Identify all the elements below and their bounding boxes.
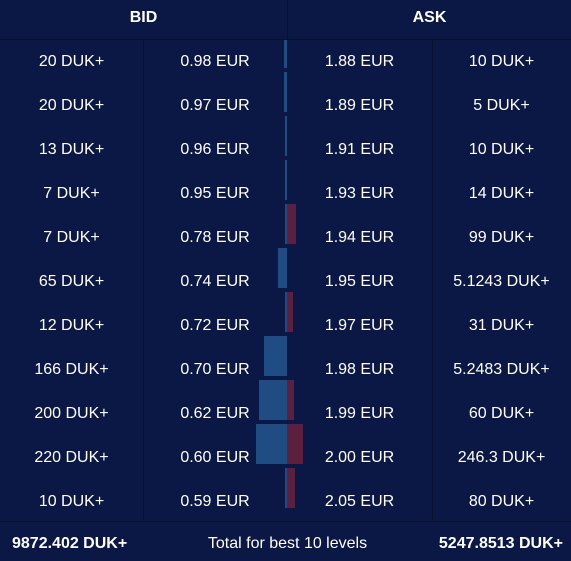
bid-depth-bar	[278, 248, 287, 288]
ask-price: 1.95 EUR	[324, 273, 395, 290]
bid-depth-bar	[285, 204, 287, 244]
bid-price: 0.97 EUR	[180, 97, 250, 114]
bid-quantity: 20 DUK+	[38, 53, 105, 70]
order-book-row: 20 DUK+ 0.97 EUR 1.89 EUR 5 DUK+	[0, 70, 571, 114]
ask-column-header: ASK	[287, 0, 571, 40]
bid-quantity: 20 DUK+	[38, 97, 105, 114]
ask-depth-bar	[287, 424, 303, 464]
order-book: 20 DUK+ 0.98 EUR 1.88 EUR 10 DUK+ 20 DUK+ 0.9…	[0, 40, 571, 520]
bid-quantity: 10 DUK+	[38, 493, 105, 510]
bid-price: 0.72 EUR	[180, 317, 250, 334]
column-divider	[143, 40, 144, 520]
order-book-row: 7 DUK+ 0.95 EUR 1.93 EUR 14 DUK+	[0, 158, 571, 202]
ask-depth-bar	[287, 292, 293, 332]
bid-depth-bar	[285, 468, 287, 508]
bid-depth-bar	[285, 292, 287, 332]
ask-quantity: 5.2483 DUK+	[453, 361, 550, 378]
bid-price: 0.74 EUR	[180, 273, 250, 290]
bid-depth-bar	[259, 380, 287, 420]
ask-quantity: 10 DUK+	[468, 53, 535, 70]
ask-price: 1.97 EUR	[324, 317, 395, 334]
ask-price: 2.05 EUR	[324, 493, 395, 510]
bid-quantity: 7 DUK+	[43, 185, 100, 202]
bid-quantity: 200 DUK+	[34, 405, 109, 422]
bid-depth-bar	[285, 116, 287, 156]
ask-quantity: 246.3 DUK+	[457, 449, 546, 466]
ask-depth-bar	[287, 380, 294, 420]
ask-price: 1.91 EUR	[324, 141, 395, 158]
ask-price: 1.94 EUR	[324, 229, 395, 246]
ask-quantity: 99 DUK+	[468, 229, 535, 246]
bid-quantity: 65 DUK+	[38, 273, 105, 290]
bid-quantity: 12 DUK+	[38, 317, 105, 334]
total-bid-quantity: 9872.402 DUK+	[12, 535, 128, 552]
order-book-header: BID ASK	[0, 0, 571, 40]
ask-quantity: 14 DUK+	[468, 185, 535, 202]
order-book-row: 12 DUK+ 0.72 EUR 1.97 EUR 31 DUK+	[0, 290, 571, 334]
ask-quantity: 31 DUK+	[468, 317, 535, 334]
bid-depth-bar	[264, 336, 287, 376]
column-divider	[432, 40, 433, 520]
ask-price: 1.89 EUR	[324, 97, 395, 114]
bid-price: 0.70 EUR	[180, 361, 250, 378]
bid-price: 0.59 EUR	[180, 493, 250, 510]
bid-price: 0.62 EUR	[180, 405, 250, 422]
ask-depth-bar	[287, 204, 296, 244]
order-book-row: 13 DUK+ 0.96 EUR 1.91 EUR 10 DUK+	[0, 114, 571, 158]
order-book-row: 20 DUK+ 0.98 EUR 1.88 EUR 10 DUK+	[0, 40, 571, 70]
ask-price: 1.93 EUR	[324, 185, 395, 202]
ask-quantity: 5 DUK+	[473, 97, 530, 114]
bid-price: 0.95 EUR	[180, 185, 250, 202]
bid-depth-bar	[256, 424, 287, 464]
order-book-row: 200 DUK+ 0.62 EUR 1.99 EUR 60 DUK+	[0, 378, 571, 422]
total-ask-quantity: 5247.8513 DUK+	[438, 535, 563, 552]
ask-price: 1.88 EUR	[324, 53, 395, 70]
ask-quantity: 60 DUK+	[468, 405, 535, 422]
order-book-row: 166 DUK+ 0.70 EUR 1.98 EUR 5.2483 DUK+	[0, 334, 571, 378]
totals-caption: Total for best 10 levels	[207, 535, 368, 552]
bid-column-header: BID	[129, 9, 158, 26]
order-book-row: 7 DUK+ 0.78 EUR 1.94 EUR 99 DUK+	[0, 202, 571, 246]
bid-depth-bar	[285, 160, 287, 200]
ask-price: 1.98 EUR	[324, 361, 395, 378]
bid-quantity: 7 DUK+	[43, 229, 100, 246]
ask-quantity: 10 DUK+	[468, 141, 535, 158]
bid-quantity: 166 DUK+	[34, 361, 109, 378]
order-book-row: 220 DUK+ 0.60 EUR 2.00 EUR 246.3 DUK+	[0, 422, 571, 466]
bid-price: 0.96 EUR	[180, 141, 250, 158]
ask-quantity: 80 DUK+	[468, 493, 535, 510]
bid-depth-bar	[284, 40, 287, 68]
order-book-row: 65 DUK+ 0.74 EUR 1.95 EUR 5.1243 DUK+	[0, 246, 571, 290]
ask-price: 2.00 EUR	[324, 449, 395, 466]
ask-quantity: 5.1243 DUK+	[453, 273, 550, 290]
ask-price: 1.99 EUR	[324, 405, 395, 422]
bid-price: 0.60 EUR	[180, 449, 250, 466]
order-book-footer: 9872.402 DUK+ Total for best 10 levels 5…	[0, 521, 571, 561]
bid-price: 0.98 EUR	[180, 53, 250, 70]
bid-depth-bar	[284, 72, 287, 112]
bid-price: 0.78 EUR	[180, 229, 250, 246]
bid-quantity: 220 DUK+	[34, 449, 109, 466]
ask-depth-bar	[287, 468, 295, 508]
order-book-row: 10 DUK+ 0.59 EUR 2.05 EUR 80 DUK+	[0, 466, 571, 510]
bid-quantity: 13 DUK+	[38, 141, 105, 158]
